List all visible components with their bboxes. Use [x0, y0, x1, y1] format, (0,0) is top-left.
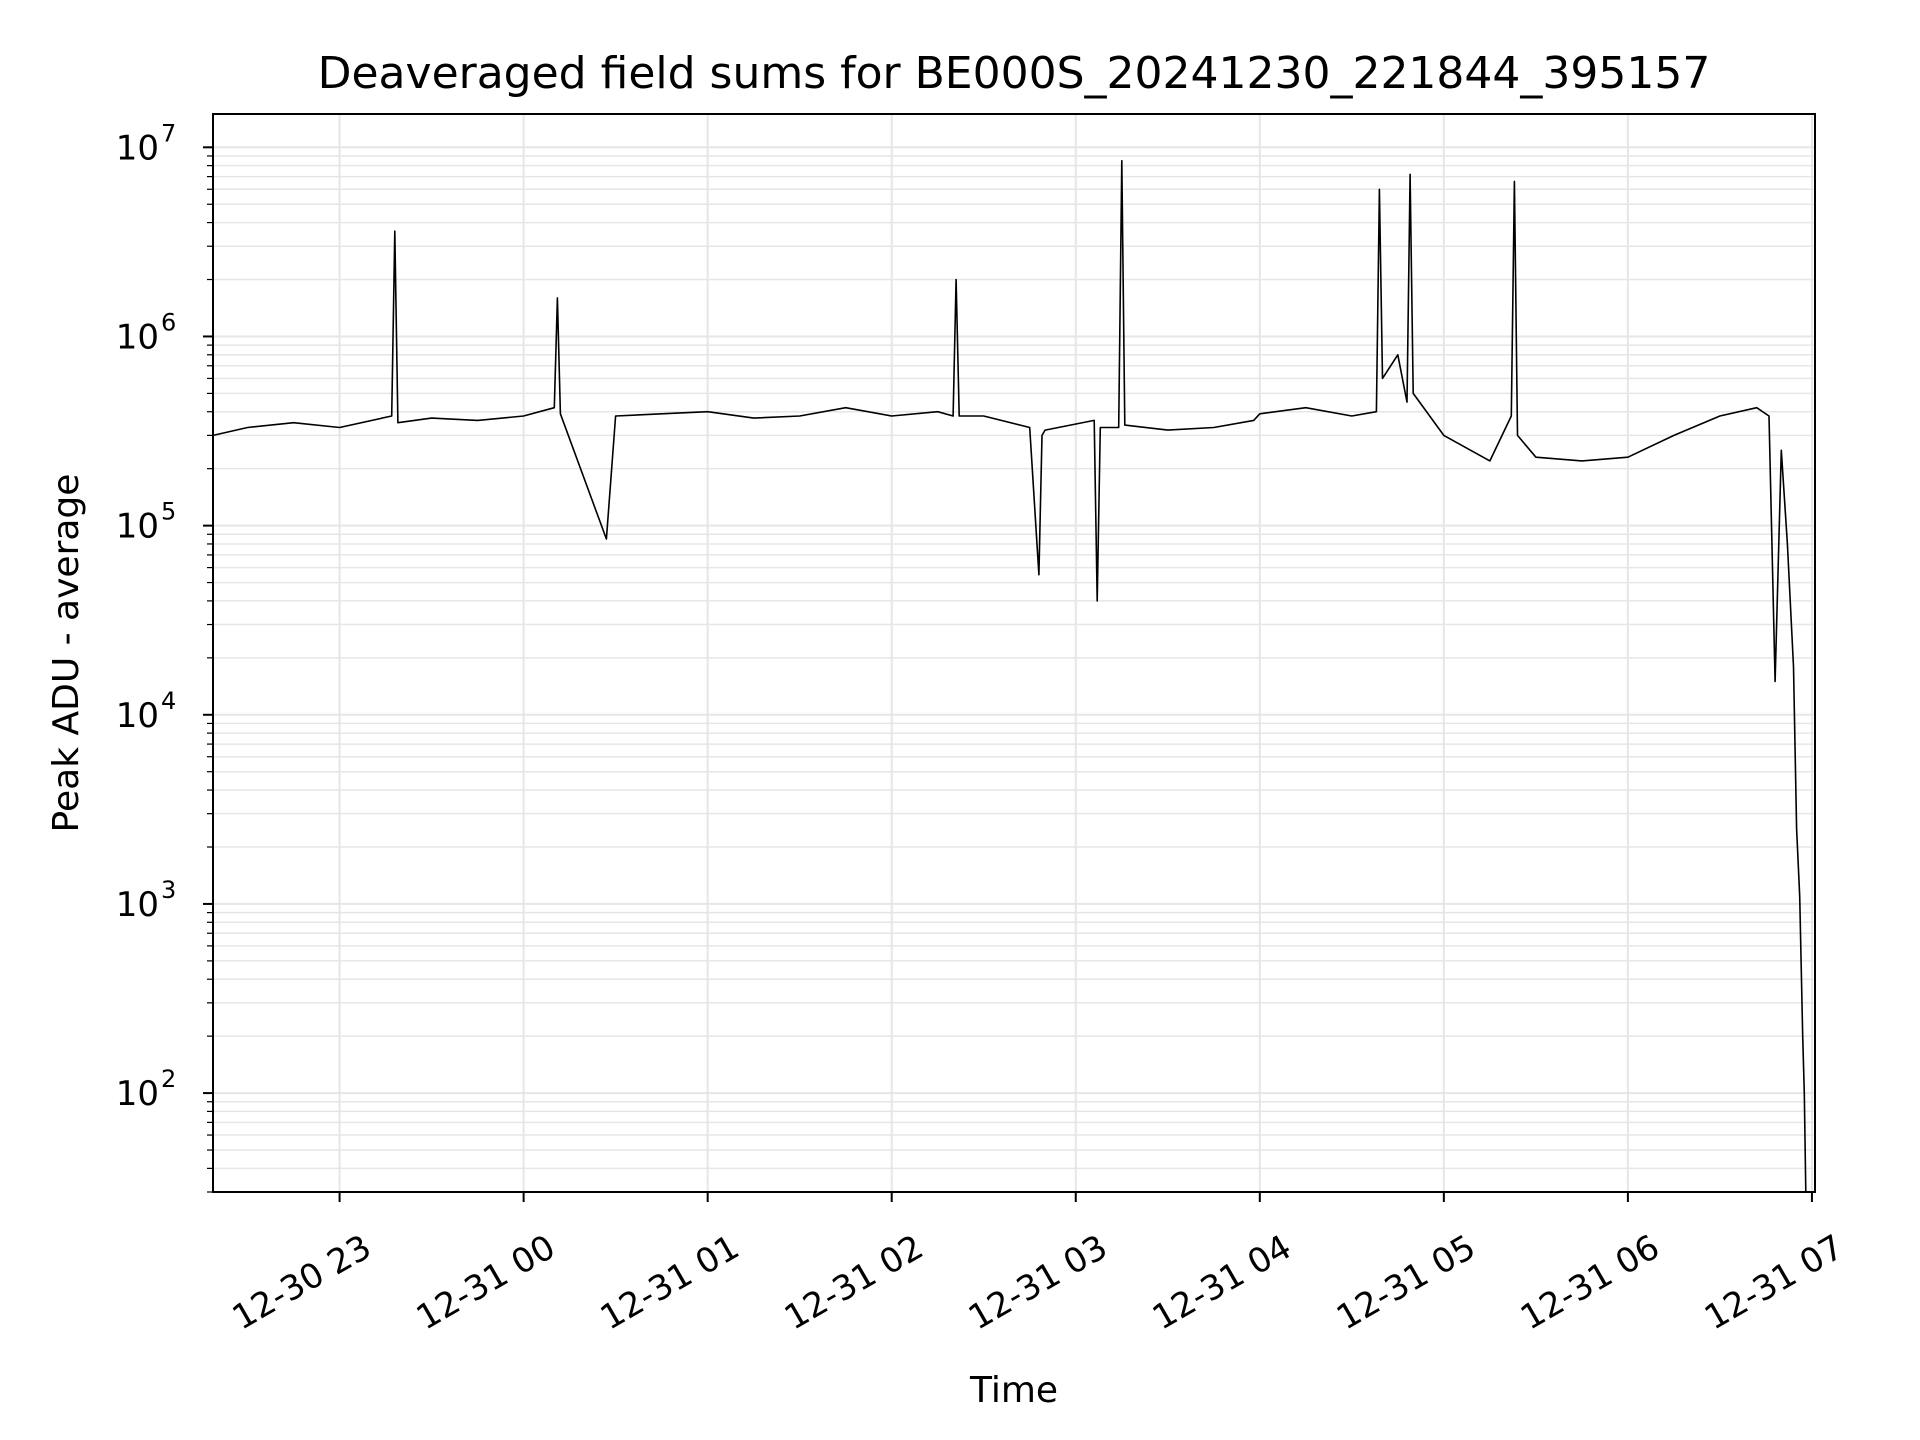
- x-axis-label: Time: [969, 1370, 1058, 1411]
- y-tick-exponent: 6: [161, 308, 176, 336]
- plot-frame: [212, 113, 1816, 1193]
- series-layer: [212, 159, 1807, 1193]
- y-tick-label: 10: [116, 885, 159, 925]
- grid-layer: [213, 114, 1815, 1193]
- y-axis-label: Peak ADU - average: [46, 474, 87, 833]
- y-tick-exponent: 3: [161, 876, 176, 904]
- y-tick-label: 10: [116, 317, 159, 357]
- y-tick-exponent: 4: [161, 687, 176, 715]
- y-tick-label: 10: [116, 1074, 159, 1114]
- y-tick-base: 10: [116, 1074, 159, 1114]
- series-line-0: [212, 159, 1807, 1193]
- y-tick-label: 10: [116, 128, 159, 168]
- y-tick-exponent: 7: [161, 119, 176, 147]
- y-tick-base: 10: [116, 128, 159, 168]
- y-tick-label: 10: [116, 696, 159, 736]
- y-tick-exponent: 2: [161, 1065, 176, 1093]
- y-tick-base: 10: [116, 885, 159, 925]
- y-tick-base: 10: [116, 696, 159, 736]
- y-tick-base: 10: [116, 317, 159, 357]
- y-tick-exponent: 5: [161, 498, 176, 526]
- y-tick-base: 10: [116, 507, 159, 547]
- chart-title: Deaveraged field sums for BE000S_2024123…: [318, 48, 1711, 99]
- y-tick-label: 10: [116, 507, 159, 547]
